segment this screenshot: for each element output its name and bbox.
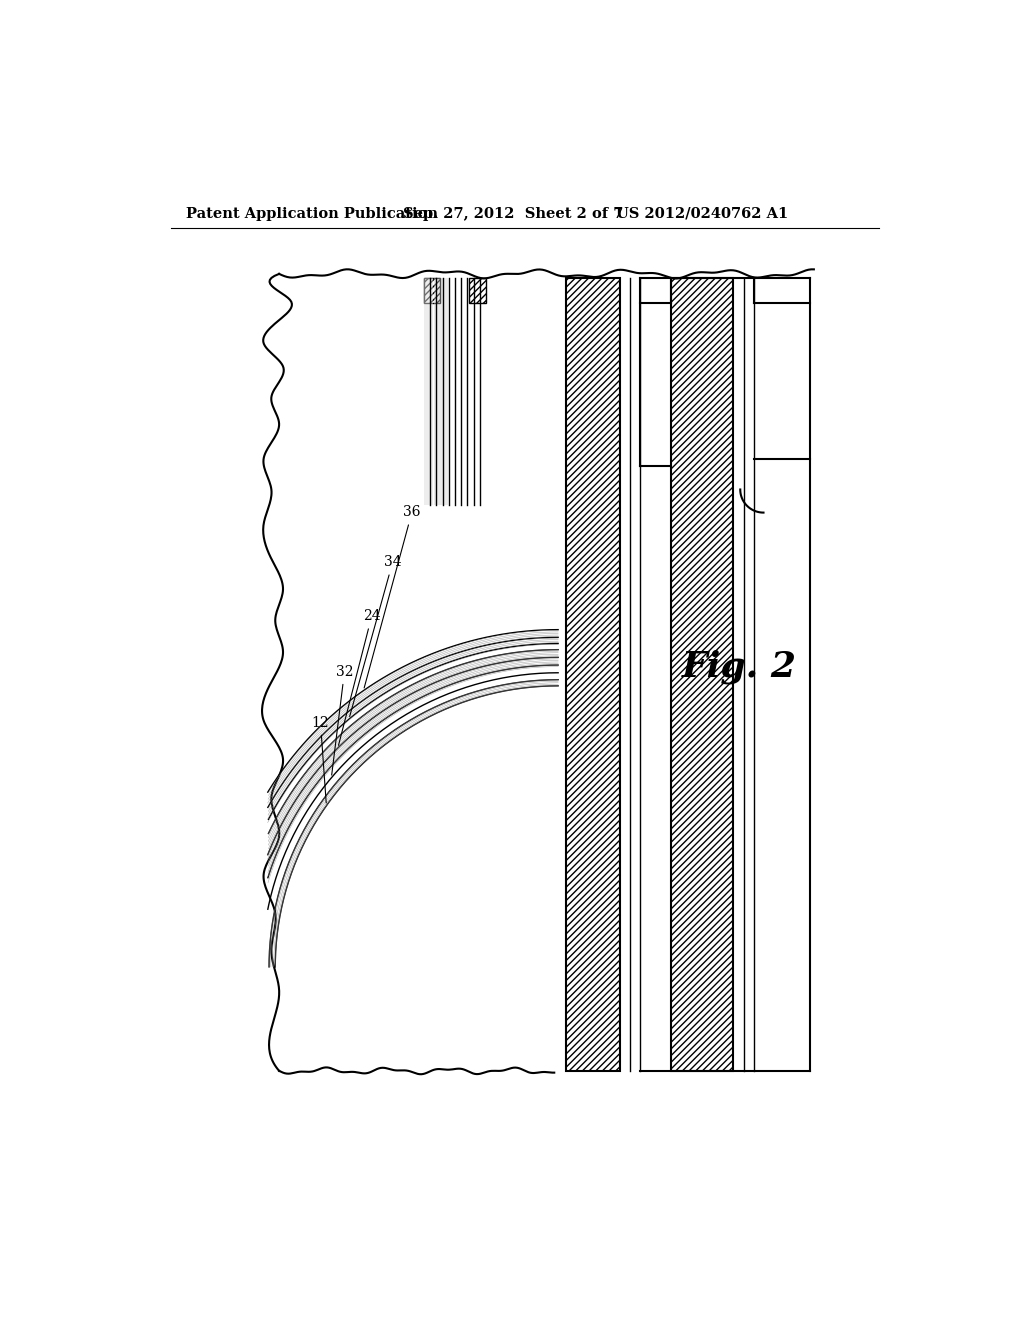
- Text: Sep. 27, 2012  Sheet 2 of 7: Sep. 27, 2012 Sheet 2 of 7: [403, 207, 624, 220]
- Text: 24: 24: [339, 610, 381, 746]
- Bar: [566, 277, 621, 1071]
- Bar: [469, 277, 486, 304]
- Text: 36: 36: [365, 506, 421, 688]
- Text: 34: 34: [349, 556, 401, 717]
- Text: Fig. 2: Fig. 2: [682, 649, 797, 684]
- Text: US 2012/0240762 A1: US 2012/0240762 A1: [616, 207, 788, 220]
- Bar: [671, 277, 732, 1071]
- Text: Patent Application Publication: Patent Application Publication: [186, 207, 438, 220]
- Bar: [424, 277, 439, 304]
- Bar: [424, 277, 433, 506]
- Bar: [434, 277, 449, 506]
- Text: 12: 12: [311, 715, 330, 803]
- Text: 32: 32: [332, 665, 353, 775]
